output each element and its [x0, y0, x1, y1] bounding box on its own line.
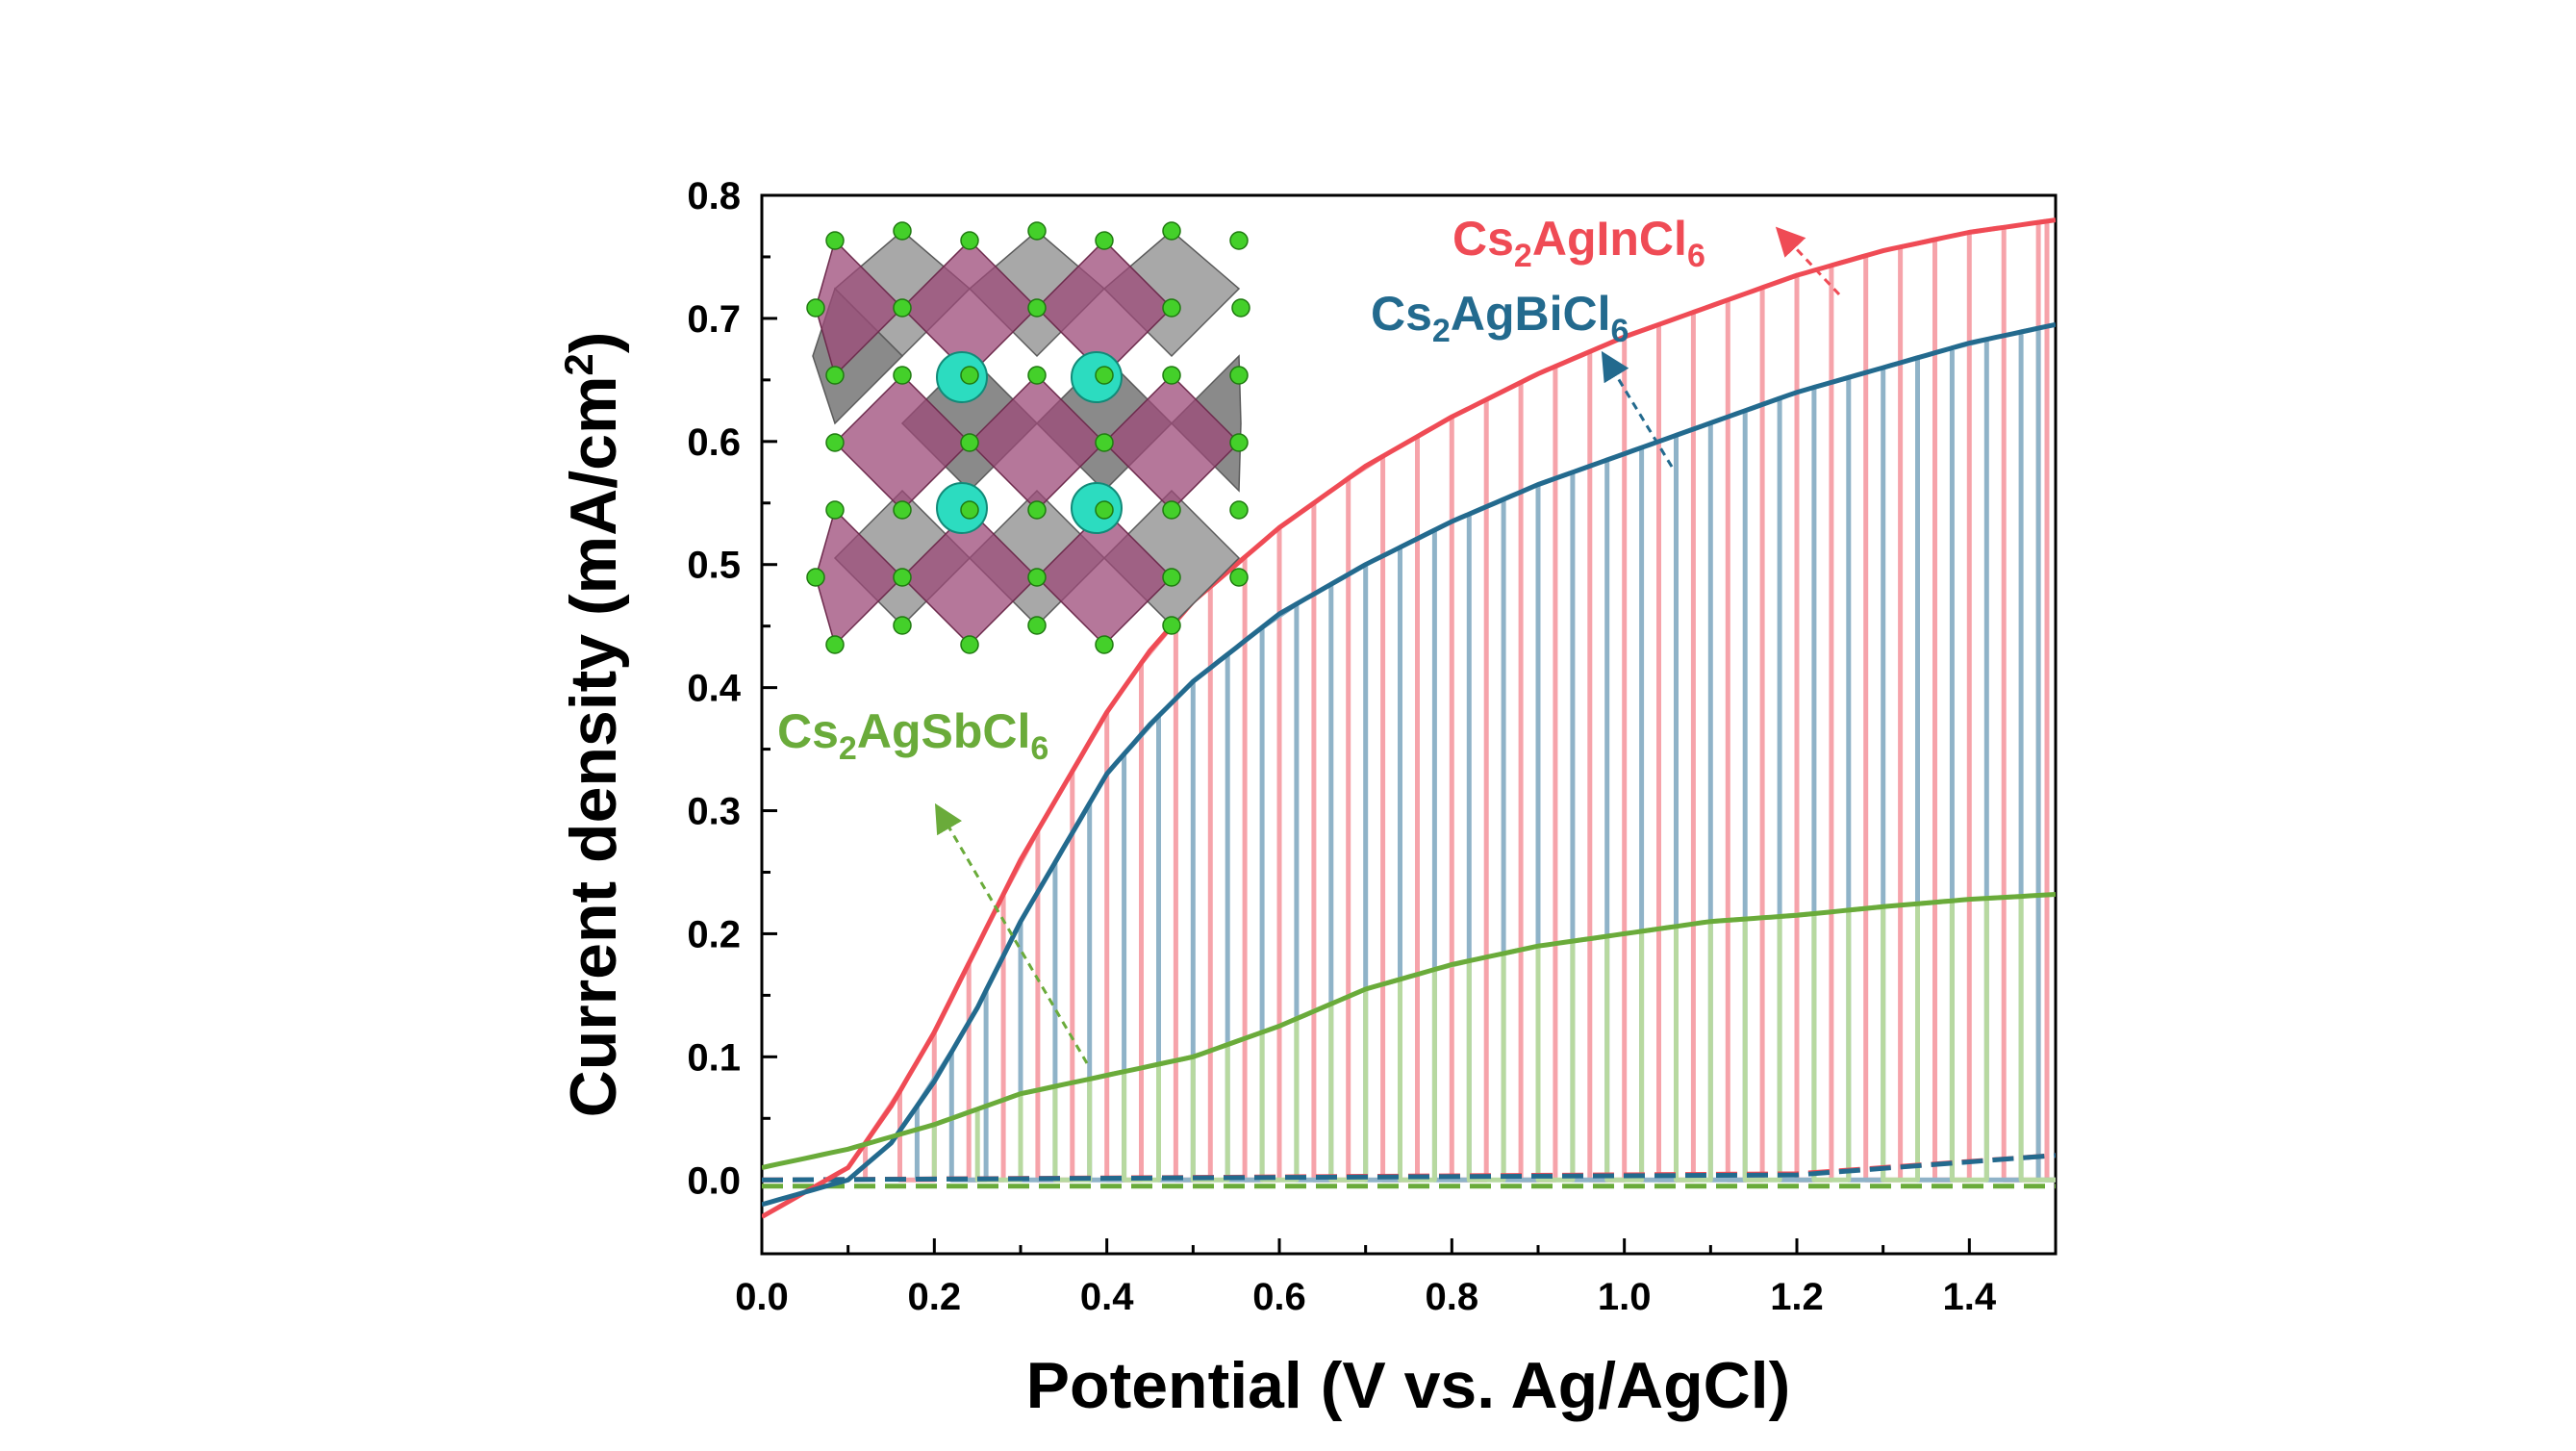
- chopped-curve-0: [863, 218, 2056, 1183]
- cl-atom: [1095, 231, 1114, 250]
- cl-atom: [1027, 568, 1047, 587]
- x-tick-label: 0.4: [1080, 1276, 1134, 1318]
- x-tick-label: 1.2: [1770, 1276, 1824, 1318]
- x-axis-title: Potential (V vs. Ag/AgCl): [1026, 1349, 1791, 1422]
- x-axis: 0.0 0.2 0.4 0.6 0.8 1.0 1.2 1.4: [735, 1238, 1997, 1318]
- cl-atom: [893, 616, 912, 635]
- cl-atom: [1027, 366, 1047, 385]
- cl-atom: [893, 221, 912, 241]
- x-tick-label: 0.8: [1426, 1276, 1479, 1318]
- cl-atom: [1095, 433, 1114, 452]
- arrow-sb: [934, 802, 1089, 1064]
- cl-atom: [825, 500, 845, 520]
- label-bi: Cs2AgBiCl6: [1371, 287, 1629, 349]
- crystal-structure-inset: [806, 221, 1250, 654]
- cl-atom: [893, 500, 912, 520]
- x-tick-label: 0.6: [1252, 1276, 1306, 1318]
- series-line-2: [762, 892, 2056, 1170]
- y-tick-label: 0.2: [687, 913, 741, 955]
- y-tick-label: 0.3: [687, 791, 741, 833]
- cl-atom: [893, 568, 912, 587]
- cl-atom: [1162, 298, 1181, 318]
- y-tick-label: 0.1: [687, 1036, 741, 1079]
- plot-frame: [760, 193, 2058, 1256]
- cl-atom: [1229, 231, 1249, 250]
- x-tick-label: 0.2: [908, 1276, 962, 1318]
- cl-atom: [1229, 500, 1249, 520]
- label-sb: Cs2AgSbCl6: [777, 704, 1048, 767]
- cl-atom: [1095, 500, 1114, 520]
- cl-atom: [1229, 366, 1249, 385]
- y-tick-label: 0.6: [687, 421, 741, 464]
- cl-atom: [1162, 568, 1181, 587]
- cl-atom: [960, 366, 979, 385]
- dark-current-curves: [762, 1153, 2056, 1189]
- cl-atom: [1231, 298, 1250, 318]
- chopped-light-curves: [863, 218, 2056, 1183]
- x-tick-label: 0.0: [735, 1276, 789, 1318]
- cl-atom: [1162, 616, 1181, 635]
- y-tick-label: 0.0: [687, 1159, 741, 1202]
- cl-atom: [1162, 500, 1181, 520]
- cl-atom: [825, 433, 845, 452]
- cl-atom: [1027, 500, 1047, 520]
- x-tick-label: 1.4: [1943, 1276, 1997, 1318]
- cl-atom: [960, 500, 979, 520]
- y-axis: 0.0 0.1 0.2 0.3 0.4 0.5 0.6 0.7 0.8: [687, 175, 777, 1202]
- label-in: Cs2AgInCl6: [1452, 212, 1705, 274]
- cl-atom: [960, 231, 979, 250]
- cl-atom: [1095, 635, 1114, 654]
- series-line-0: [762, 217, 2056, 1219]
- arrow-bi: [1601, 350, 1674, 468]
- arrow-in: [1775, 226, 1841, 296]
- cl-atom: [806, 298, 825, 318]
- x-tick-label: 1.0: [1598, 1276, 1652, 1318]
- cl-atom: [825, 635, 845, 654]
- cl-atom: [825, 231, 845, 250]
- cl-atom: [806, 568, 825, 587]
- cl-atom: [1162, 366, 1181, 385]
- chopped-curve-2: [931, 894, 2056, 1183]
- cl-atom: [960, 433, 979, 452]
- cl-atom: [1095, 366, 1114, 385]
- y-axis-title: Current density (mA/cm2): [556, 332, 630, 1118]
- y-tick-label: 0.4: [687, 668, 741, 710]
- cl-atom: [960, 635, 979, 654]
- series-curves: [762, 217, 2056, 1219]
- cl-atom: [1229, 568, 1249, 587]
- cl-atom: [1027, 616, 1047, 635]
- cl-atom: [1027, 221, 1047, 241]
- series-line-1: [762, 321, 2056, 1208]
- cl-atom: [825, 366, 845, 385]
- cl-atom: [1027, 298, 1047, 318]
- dark-curve-1: [762, 1153, 2056, 1183]
- y-tick-label: 0.8: [687, 175, 741, 217]
- cl-atom: [1229, 433, 1249, 452]
- y-tick-label: 0.5: [687, 545, 741, 587]
- cl-atom: [1162, 221, 1181, 241]
- cl-atom: [893, 366, 912, 385]
- y-tick-label: 0.7: [687, 298, 741, 341]
- cl-atom: [893, 298, 912, 318]
